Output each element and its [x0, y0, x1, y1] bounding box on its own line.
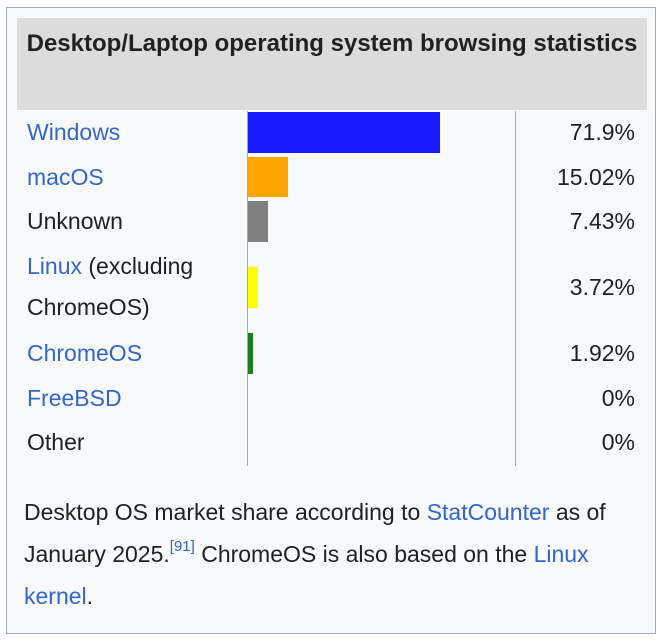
link-macos[interactable]: macOS: [27, 164, 104, 190]
row-label-macos[interactable]: macOS: [27, 157, 104, 197]
statcounter-link[interactable]: StatCounter: [426, 499, 550, 525]
bar-area-right-border: [515, 111, 516, 466]
link-chromeos[interactable]: ChromeOS: [27, 340, 143, 366]
caption-text-4: .: [86, 583, 94, 609]
row-label-linux-line2: ChromeOS): [27, 287, 150, 327]
label-other: Other: [27, 429, 85, 455]
row-label-chromeos[interactable]: ChromeOS: [27, 333, 142, 373]
caption-text-3: ChromeOS is also based on the: [194, 541, 534, 567]
row-label-unknown: Unknown: [27, 201, 123, 241]
value-label-freebsd: 0%: [601, 385, 635, 411]
value-label-macos: 15.02%: [556, 164, 635, 190]
row-label-linux[interactable]: Linux (excluding: [27, 246, 193, 286]
value-label-unknown: 7.43%: [569, 208, 635, 234]
bar-unknown: [248, 201, 268, 242]
link-freebsd[interactable]: FreeBSD: [27, 385, 122, 411]
label-linux-line2: ChromeOS): [27, 294, 150, 320]
label-linux-suffix: (excluding: [81, 253, 194, 279]
link-linux[interactable]: Linux: [27, 253, 82, 279]
row-label-freebsd[interactable]: FreeBSD: [27, 378, 122, 418]
reference-link[interactable]: [91]: [169, 538, 195, 556]
row-label-windows[interactable]: Windows: [27, 112, 120, 152]
link-windows[interactable]: Windows: [27, 119, 121, 145]
value-label-other: 0%: [601, 429, 635, 455]
value-label-chromeos: 1.92%: [569, 340, 635, 366]
bar-linux: [248, 267, 258, 308]
bar-chromeos: [248, 333, 253, 374]
chart-title: Desktop/Laptop operating system browsing…: [17, 18, 647, 110]
caption: Desktop OS market share according to Sta…: [24, 491, 644, 617]
caption-text-1: Desktop OS market share according to: [24, 499, 427, 525]
caption-text-2: as of January 2025.: [24, 499, 606, 567]
infobox: Desktop/Laptop operating system browsing…: [6, 7, 656, 634]
value-label-windows: 71.9%: [569, 119, 635, 145]
label-unknown: Unknown: [27, 208, 123, 234]
value-label-linux: 3.72%: [569, 274, 635, 300]
row-label-other: Other: [27, 422, 85, 462]
bar-area-left-border: [247, 111, 248, 466]
bar-macos: [248, 157, 288, 197]
bar-windows: [248, 112, 440, 153]
linux-kernel-link[interactable]: Linux kernel: [24, 541, 589, 609]
